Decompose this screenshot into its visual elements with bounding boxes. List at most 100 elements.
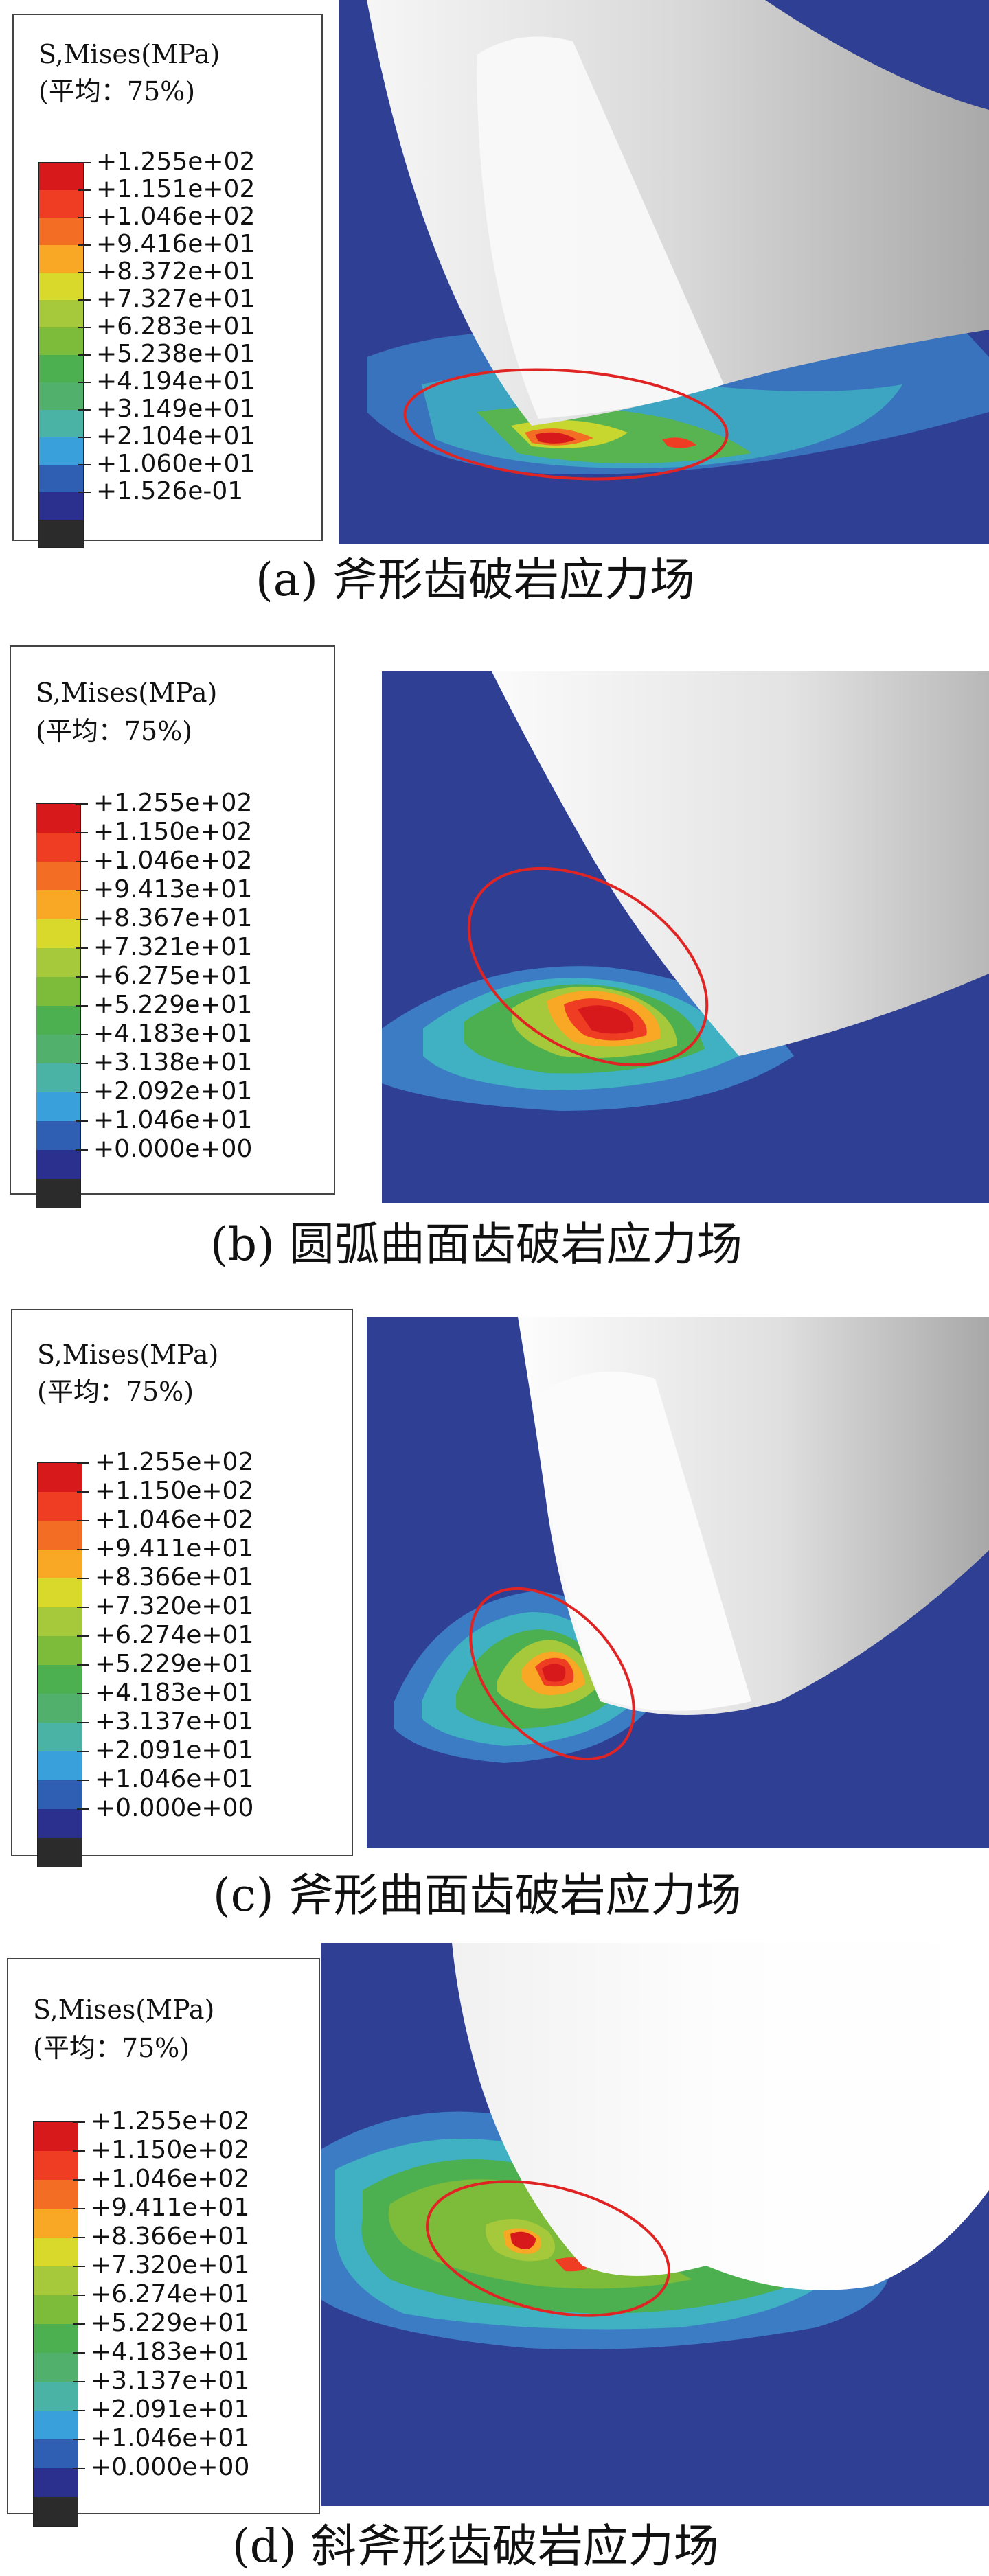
legend-b: S,Mises(MPa) (平均：75%) +1.255e+02 +1.150e… <box>10 645 335 1208</box>
scale-value: +1.046e+01 <box>75 1106 253 1134</box>
legend-average: (平均：75%) <box>33 2033 190 2063</box>
color-swatch <box>34 2324 78 2353</box>
color-swatch <box>39 410 83 437</box>
stress-field-image-c <box>367 1317 989 1848</box>
scale-value: +4.183e+01 <box>72 2338 250 2366</box>
scale-value: +3.149e+01 <box>78 395 255 423</box>
scale-value: +1.150e+02 <box>76 1477 254 1505</box>
color-swatch <box>38 1809 82 1838</box>
color-swatch <box>38 1492 82 1521</box>
legend-a: S,Mises(MPa) (平均：75%) +1.255e+02 +1.151e… <box>12 14 323 548</box>
panel-c: S,Mises(MPa) (平均：75%) +1.255e+02 +1.150e… <box>0 1298 989 1936</box>
legend-average: (平均：75%) <box>38 76 196 106</box>
scale-value: +8.366e+01 <box>76 1563 254 1591</box>
color-swatch <box>36 919 80 948</box>
color-swatch <box>38 1838 82 1867</box>
color-swatch <box>34 2295 78 2324</box>
scale-value: +6.275e+01 <box>75 962 253 990</box>
scale-value: +3.137e+01 <box>72 2367 250 2395</box>
color-swatch <box>38 1665 82 1694</box>
scale-value: +4.183e+01 <box>75 1020 253 1048</box>
color-swatch <box>38 1636 82 1665</box>
scale-value: +1.150e+02 <box>72 2136 250 2164</box>
scale-value: +1.046e+01 <box>76 1765 254 1793</box>
scale-value: +2.091e+01 <box>72 2395 250 2424</box>
color-swatch <box>34 2122 78 2151</box>
scale-value: +6.283e+01 <box>78 312 255 341</box>
stress-field-image-d <box>321 1943 989 2506</box>
scale-value: +0.000e+00 <box>72 2453 250 2481</box>
color-swatch <box>36 890 80 919</box>
color-scale <box>37 1462 82 1867</box>
scale-value: +2.104e+01 <box>78 422 255 450</box>
scale-value: +2.092e+01 <box>75 1077 253 1105</box>
scale-value: +1.046e+01 <box>72 2424 250 2452</box>
scale-value: +4.194e+01 <box>78 367 255 395</box>
color-swatch <box>36 1121 80 1150</box>
color-swatch <box>36 1035 80 1063</box>
scale-value: +1.046e+02 <box>78 203 255 231</box>
scale-value: +5.229e+01 <box>72 2309 250 2337</box>
color-swatch <box>36 1063 80 1092</box>
scale-value: +0.000e+00 <box>75 1135 253 1163</box>
color-swatch <box>34 2382 78 2411</box>
scale-value: +1.046e+02 <box>75 847 253 875</box>
color-swatch <box>39 327 83 355</box>
panel-b: S,Mises(MPa) (平均：75%) +1.255e+02 +1.150e… <box>0 632 989 1291</box>
color-swatch <box>38 1780 82 1809</box>
scale-value: +5.238e+01 <box>78 340 255 368</box>
scale-value: +8.366e+01 <box>72 2222 250 2251</box>
scale-value: +5.229e+01 <box>75 991 253 1019</box>
panel-a: S,Mises(MPa) (平均：75%) +1.255e+02 +1.151e… <box>0 0 989 618</box>
color-swatch <box>39 300 83 327</box>
color-swatch <box>38 1723 82 1751</box>
scale-value: +1.526e-01 <box>78 477 244 505</box>
color-swatch <box>36 1150 80 1179</box>
legend-title: S,Mises(MPa) <box>38 39 220 69</box>
color-swatch <box>34 2411 78 2439</box>
color-swatch <box>34 2353 78 2382</box>
legend-d: S,Mises(MPa) (平均：75%) +1.255e+02 +1.150e… <box>7 1958 320 2527</box>
scale-value: +4.183e+01 <box>76 1679 254 1707</box>
scale-value: +9.416e+01 <box>78 230 255 258</box>
color-swatch <box>39 465 83 492</box>
scale-value: +9.411e+01 <box>72 2194 250 2222</box>
legend-title: S,Mises(MPa) <box>33 1994 215 2025</box>
legend-title: S,Mises(MPa) <box>36 678 218 708</box>
color-swatch <box>34 2439 78 2468</box>
scale-value: +6.274e+01 <box>76 1621 254 1649</box>
scale-value: +3.137e+01 <box>76 1707 254 1736</box>
scale-value: +8.372e+01 <box>78 257 255 286</box>
scale-value: +5.229e+01 <box>76 1650 254 1678</box>
scale-value: +7.321e+01 <box>75 933 253 961</box>
scale-value: +9.413e+01 <box>75 875 253 904</box>
color-swatch <box>36 1179 80 1208</box>
color-swatch <box>34 2238 78 2266</box>
color-swatch <box>34 2266 78 2295</box>
color-swatch <box>36 977 80 1006</box>
color-swatch <box>34 2497 78 2526</box>
scale-value: +2.091e+01 <box>76 1736 254 1764</box>
color-swatch <box>36 833 80 862</box>
color-swatch <box>38 1463 82 1492</box>
legend-c: S,Mises(MPa) (平均：75%) +1.255e+02 +1.150e… <box>11 1309 353 1867</box>
stress-field-image-b <box>382 671 989 1203</box>
scale-value: +1.150e+02 <box>75 818 253 846</box>
color-swatch <box>38 1607 82 1636</box>
legend-title: S,Mises(MPa) <box>37 1339 219 1370</box>
caption-b: (b) 圆弧曲面齿破岩应力场 <box>210 1218 742 1271</box>
color-swatch <box>39 492 83 520</box>
color-swatch <box>38 1694 82 1723</box>
color-swatch <box>36 804 80 833</box>
color-swatch <box>38 1751 82 1780</box>
color-swatch <box>39 437 83 465</box>
scale-value: +1.046e+02 <box>72 2165 250 2193</box>
color-swatch <box>34 2180 78 2209</box>
color-swatch <box>38 1578 82 1607</box>
scale-value: +1.255e+02 <box>78 148 255 176</box>
color-swatch <box>39 163 83 190</box>
scale-value: +8.367e+01 <box>75 904 253 932</box>
color-swatch <box>39 520 83 547</box>
legend-average: (平均：75%) <box>36 716 193 746</box>
color-swatch <box>38 1521 82 1550</box>
